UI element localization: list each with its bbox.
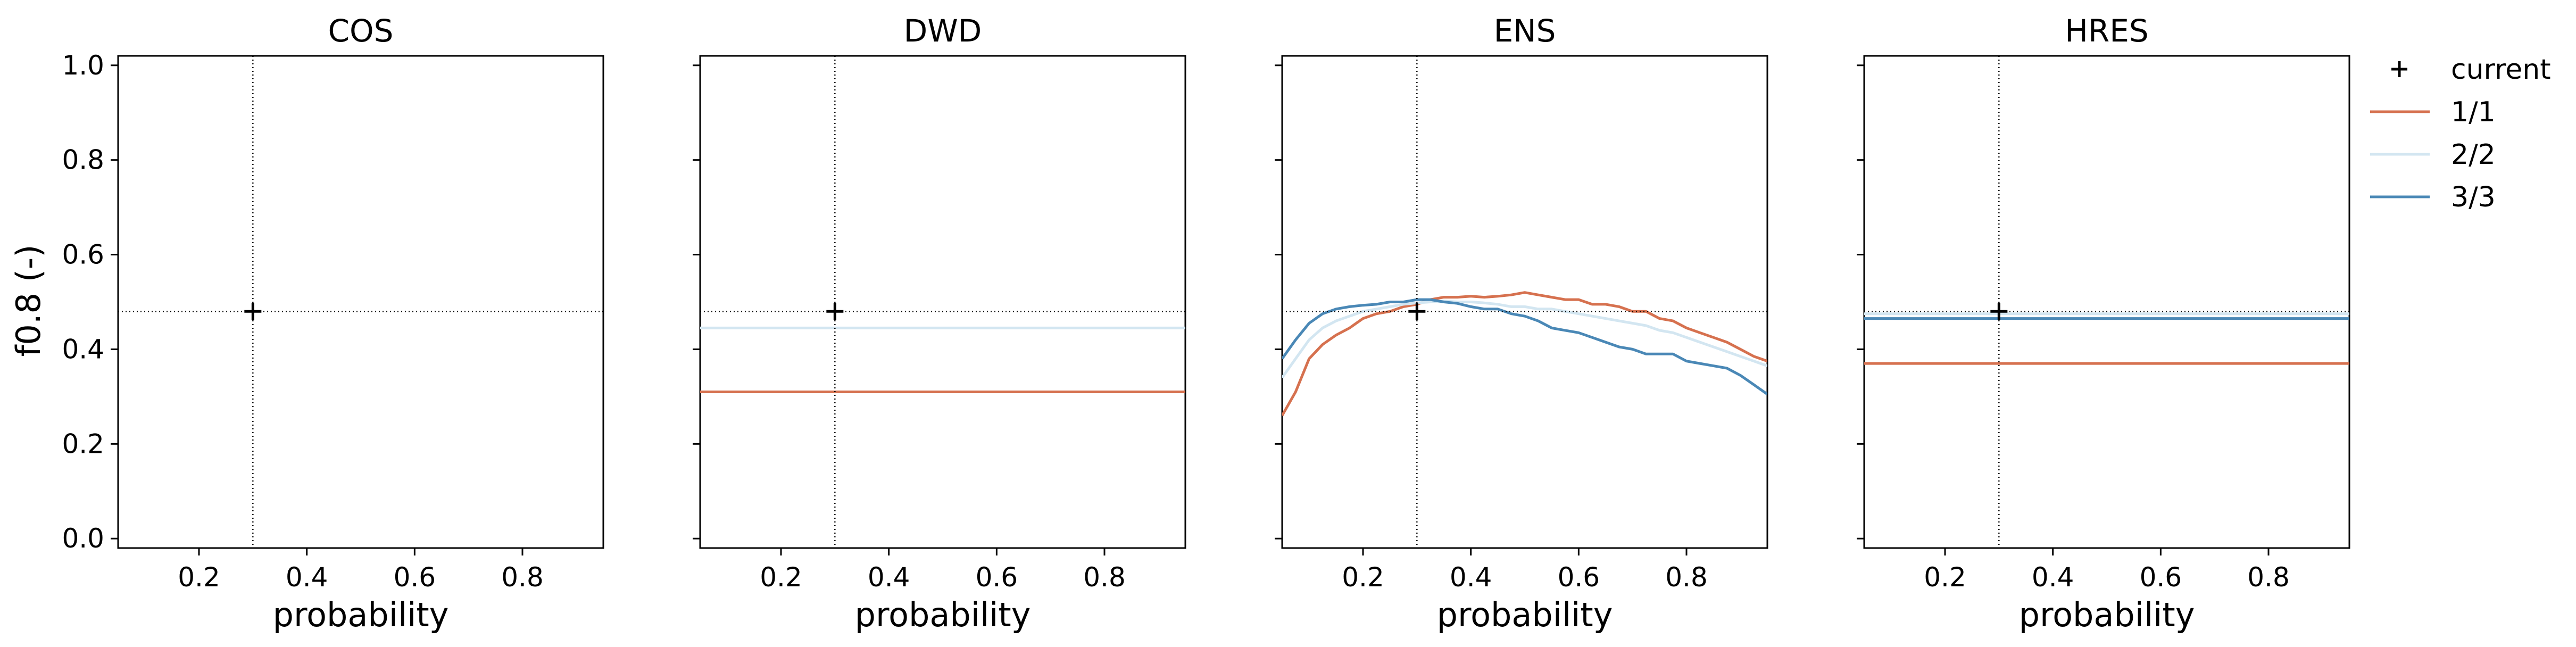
- y-tick-label: 0.4: [62, 334, 104, 364]
- panel-hres: HRES 0.2 0.4 0.6 0.8 probability: [1857, 13, 2350, 634]
- x-tick-label: 0.6: [1558, 562, 1600, 593]
- x-axis-label: probability: [855, 595, 1031, 634]
- legend-entry: 1/1: [2370, 96, 2496, 128]
- axes-frame: [699, 55, 1186, 549]
- y-tick-label: 0.6: [62, 239, 104, 270]
- x-axis-label: probability: [1437, 595, 1613, 634]
- x-tick-label: 0.2: [178, 562, 220, 593]
- series-line-3-of-3: [1282, 298, 1767, 395]
- panel-dwd: DWD 0.2 0.4 0.6 0.8 probability: [693, 13, 1186, 634]
- series-line-1-of-1: [1282, 291, 1767, 417]
- series-line-2-of-2: [1282, 300, 1767, 379]
- legend-label: 3/3: [2451, 181, 2496, 213]
- x-tick-label: 0.8: [501, 562, 544, 593]
- x-axis-label: probability: [2019, 595, 2195, 634]
- x-tick-label: 0.8: [1083, 562, 1126, 593]
- panel-title: DWD: [904, 13, 982, 49]
- axes-frame: [1281, 55, 1768, 549]
- y-tick-label: 0.0: [62, 523, 104, 554]
- x-tick-label: 0.6: [394, 562, 436, 593]
- x-tick-label: 0.6: [976, 562, 1018, 593]
- current-marker: [244, 303, 262, 320]
- y-tick-label: 0.8: [62, 145, 104, 176]
- legend-entry: 2/2: [2370, 139, 2496, 171]
- legend-label: current: [2451, 54, 2551, 86]
- x-tick-label: 0.2: [1342, 562, 1384, 593]
- panels: COS 0.2 0.4 0.6 0.8 0.0 0.2 0.4 0.6 0.8 1.0 probabi…: [62, 13, 2350, 634]
- y-tick-label: 1.0: [62, 50, 104, 81]
- x-axis-label: probability: [273, 595, 449, 634]
- panel-cos: COS 0.2 0.4 0.6 0.8 0.0 0.2 0.4 0.6 0.8 1.0 probabi…: [62, 13, 604, 634]
- legend-entry: current: [2391, 54, 2551, 86]
- axes-frame: [117, 55, 604, 549]
- axes-frame: [1863, 55, 2350, 549]
- panel-title: COS: [328, 13, 394, 49]
- x-tick-label: 0.8: [2247, 562, 2290, 593]
- current-marker: [826, 303, 844, 320]
- y-axis-label: f0.8 (-): [9, 245, 48, 357]
- legend: current 1/1 2/2 3/3: [2370, 54, 2551, 213]
- x-tick-label: 0.4: [2032, 562, 2074, 593]
- x-tick-label: 0.4: [868, 562, 910, 593]
- legend-label: 2/2: [2451, 139, 2496, 171]
- x-tick-label: 0.8: [1665, 562, 1708, 593]
- panel-title: ENS: [1494, 13, 1556, 49]
- x-tick-label: 0.4: [1450, 562, 1492, 593]
- legend-label: 1/1: [2451, 96, 2496, 128]
- x-tick-label: 0.2: [1924, 562, 1966, 593]
- legend-entry: 3/3: [2370, 181, 2496, 213]
- current-marker: [1990, 303, 2008, 320]
- current-marker: [1408, 303, 1426, 320]
- panel-ens: ENS 0.2 0.4 0.6 0.8 probability: [1275, 13, 1768, 634]
- x-tick-label: 0.6: [2140, 562, 2182, 593]
- y-tick-label: 0.2: [62, 428, 104, 459]
- x-tick-label: 0.4: [286, 562, 328, 593]
- x-tick-label: 0.2: [760, 562, 802, 593]
- panel-title: HRES: [2065, 13, 2148, 49]
